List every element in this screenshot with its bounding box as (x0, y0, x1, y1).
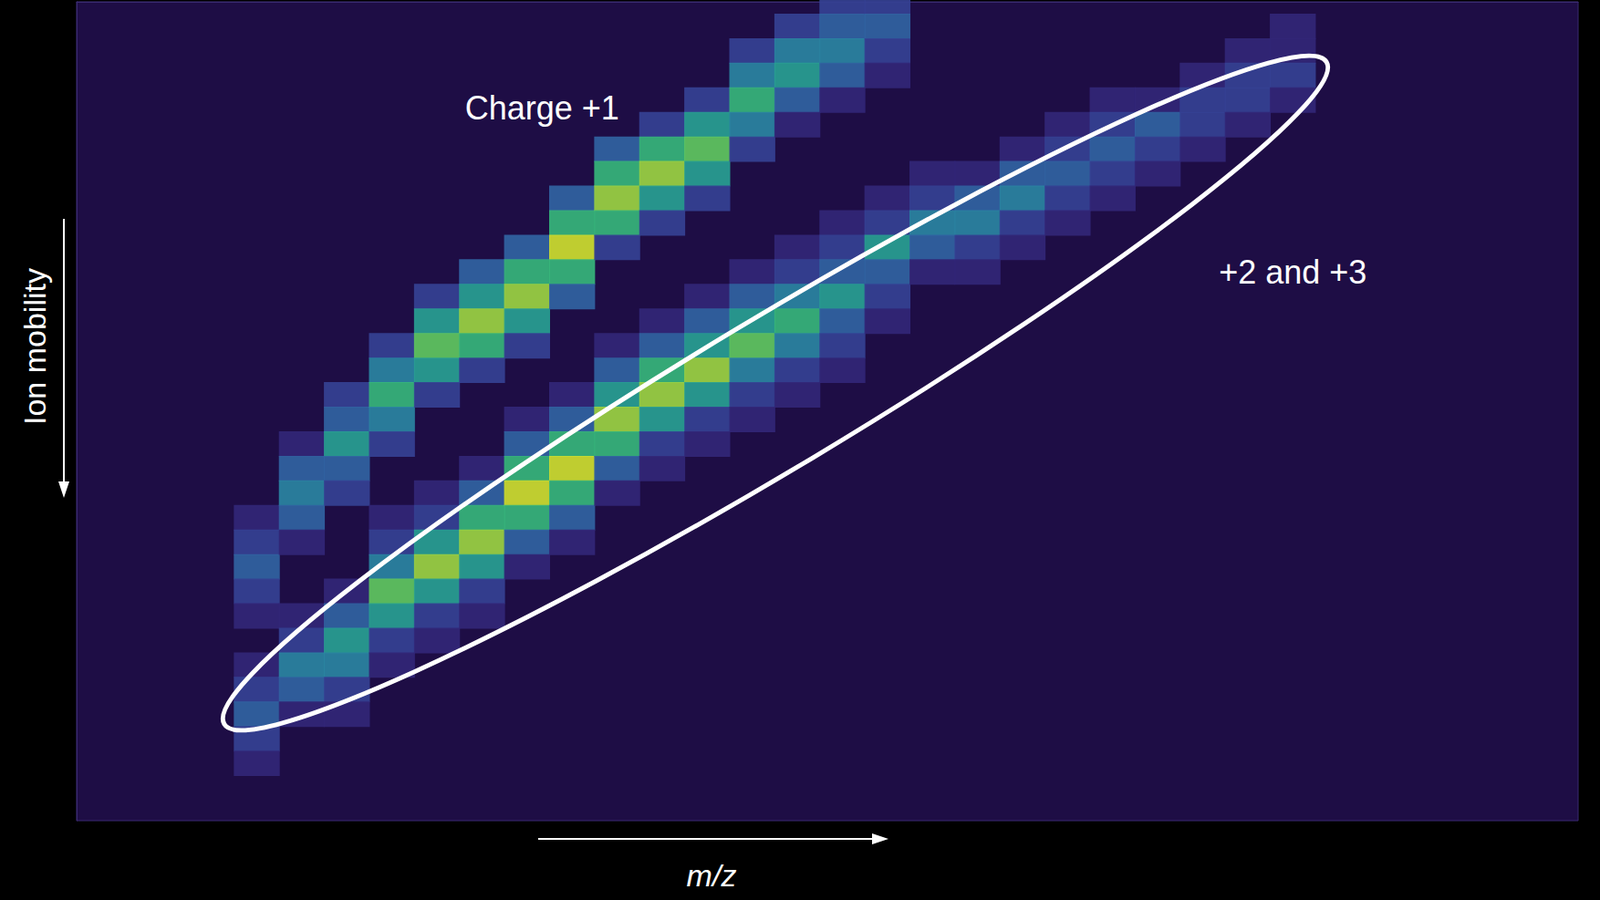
svg-text:m/z: m/z (686, 858, 738, 894)
svg-text:+2 and +3: +2 and +3 (1218, 253, 1367, 291)
svg-text:Ion mobility: Ion mobility (17, 268, 52, 426)
svg-text:Charge +1: Charge +1 (465, 89, 620, 127)
